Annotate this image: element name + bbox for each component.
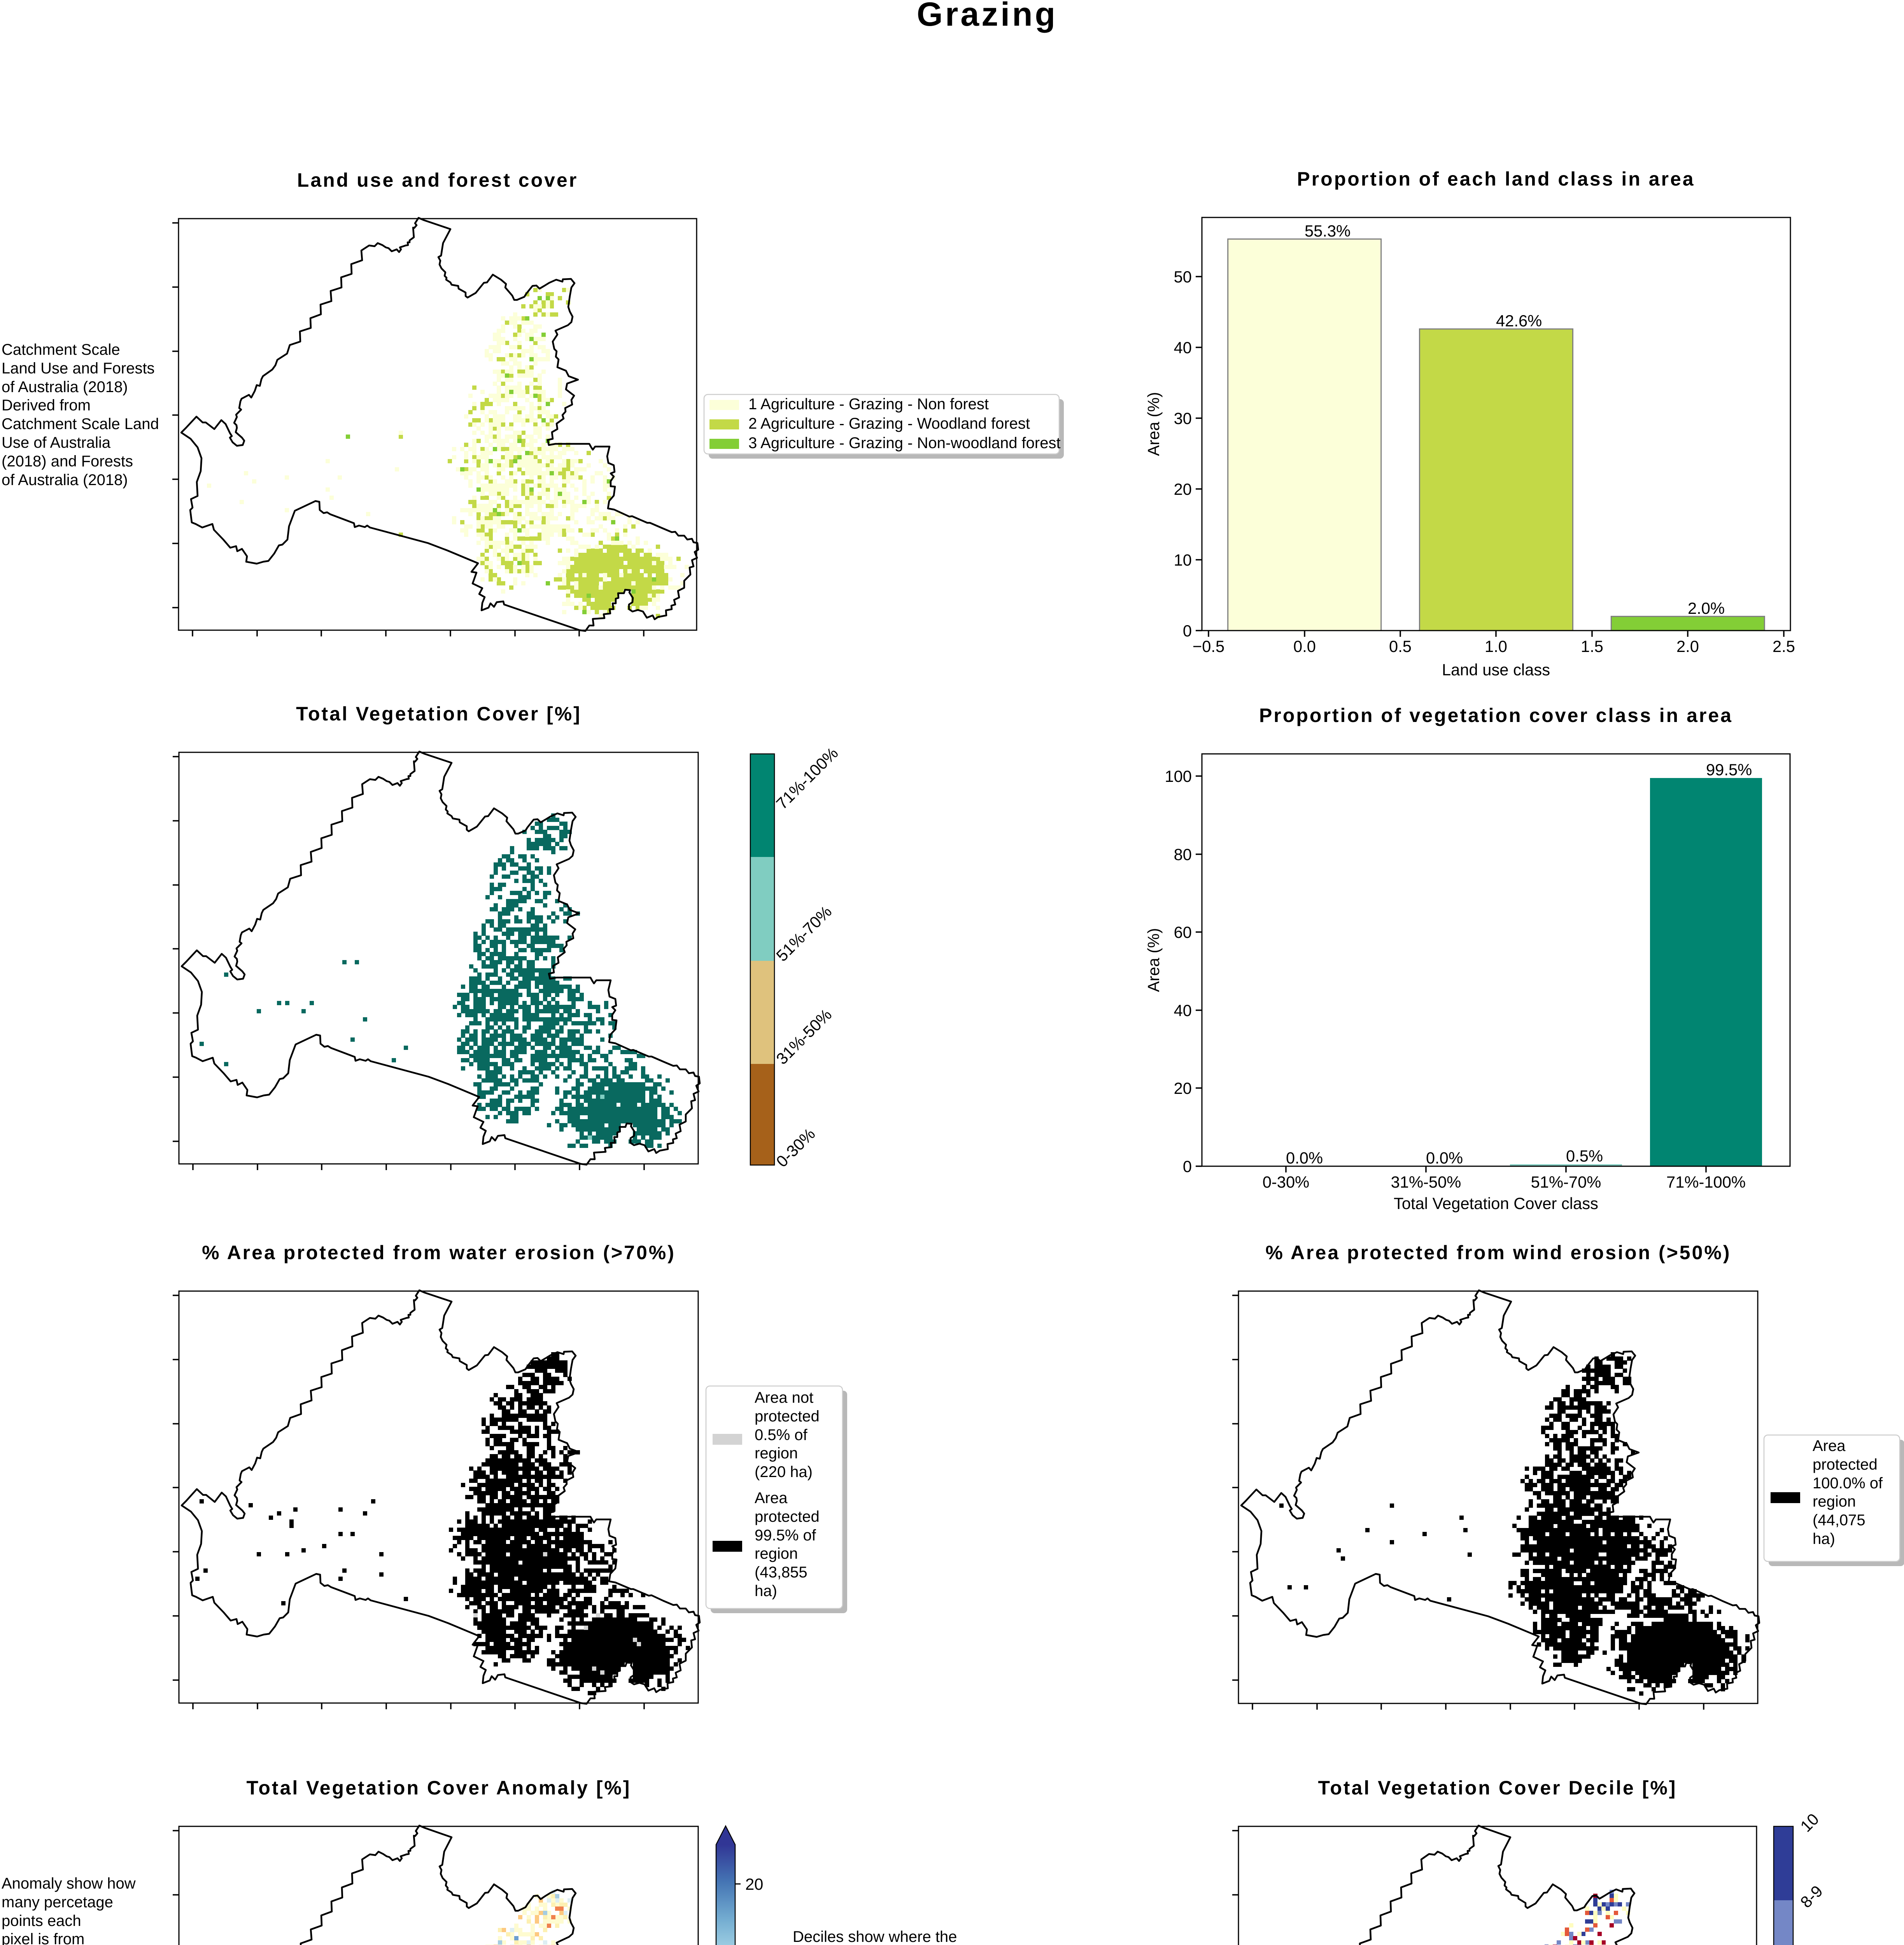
svg-text:0.0: 0.0 (1293, 637, 1316, 655)
svg-text:% Area protected from water er: % Area protected from water erosion (>70… (202, 1242, 676, 1263)
svg-text:100.0% of: 100.0% of (1813, 1475, 1883, 1492)
svg-text:Anomaly show how: Anomaly show how (2, 1875, 136, 1892)
svg-text:points each: points each (2, 1912, 81, 1929)
svg-text:region: region (1813, 1493, 1856, 1510)
svg-text:40: 40 (1174, 1001, 1192, 1020)
svg-text:Total Vegetation Cover class: Total Vegetation Cover class (1394, 1194, 1598, 1213)
svg-text:Total Vegetation Cover [%]: Total Vegetation Cover [%] (296, 703, 582, 725)
svg-text:20: 20 (745, 1875, 763, 1893)
svg-text:31%-50%: 31%-50% (1391, 1173, 1461, 1191)
svg-text:Land use class: Land use class (1442, 661, 1550, 679)
svg-text:protected: protected (755, 1408, 820, 1425)
svg-text:(220 ha): (220 ha) (755, 1463, 813, 1481)
svg-text:1.5: 1.5 (1581, 637, 1603, 655)
svg-text:Total Vegetation Cover Anomaly: Total Vegetation Cover Anomaly [%] (247, 1777, 631, 1799)
svg-text:55.3%: 55.3% (1305, 222, 1350, 240)
svg-text:20: 20 (1174, 480, 1192, 498)
svg-text:ha): ha) (1813, 1530, 1835, 1547)
svg-text:10: 10 (1174, 551, 1192, 569)
svg-text:Area (%): Area (%) (1144, 392, 1163, 456)
svg-text:protected: protected (755, 1508, 820, 1525)
svg-text:Land Use and Forests: Land Use and Forests (2, 360, 155, 377)
svg-text:Catchment Scale Land: Catchment Scale Land (2, 415, 159, 433)
svg-text:3 Agriculture - Grazing - Non-: 3 Agriculture - Grazing - Non-woodland f… (748, 435, 1061, 452)
svg-text:0.5: 0.5 (1389, 637, 1412, 655)
svg-text:0.5%: 0.5% (1566, 1147, 1603, 1165)
svg-text:30: 30 (1174, 409, 1192, 428)
svg-text:Deciles show where the: Deciles show where the (793, 1928, 957, 1945)
svg-text:0.5% of: 0.5% of (755, 1426, 808, 1444)
svg-text:0-30%: 0-30% (1263, 1173, 1310, 1191)
svg-text:50: 50 (1174, 268, 1192, 286)
svg-text:Land use and forest cover: Land use and forest cover (297, 169, 578, 191)
svg-text:40: 40 (1174, 338, 1192, 357)
svg-text:2.5: 2.5 (1773, 637, 1795, 655)
svg-text:−0.5: −0.5 (1193, 637, 1224, 655)
svg-text:pixel is from: pixel is from (2, 1931, 84, 1945)
svg-text:ha): ha) (755, 1582, 777, 1600)
svg-text:Proportion of vegetation cover: Proportion of vegetation cover class in … (1259, 704, 1733, 726)
svg-text:(44,075: (44,075 (1813, 1512, 1865, 1529)
svg-text:protected: protected (1813, 1456, 1878, 1473)
svg-text:99.5%: 99.5% (1706, 760, 1752, 779)
svg-text:Proportion of each land class: Proportion of each land class in area (1297, 168, 1695, 190)
svg-text:99.5% of: 99.5% of (755, 1527, 816, 1544)
svg-text:of Australia (2018): of Australia (2018) (2, 378, 128, 396)
svg-text:(43,855: (43,855 (755, 1564, 807, 1581)
svg-text:51%-70%: 51%-70% (1531, 1173, 1601, 1191)
svg-text:Grazing: Grazing (917, 0, 1058, 33)
svg-text:1 Agriculture - Grazing - Non: 1 Agriculture - Grazing - Non forest (748, 396, 989, 413)
svg-text:42.6%: 42.6% (1496, 312, 1542, 330)
svg-text:region: region (755, 1445, 798, 1462)
svg-text:1.0: 1.0 (1485, 637, 1507, 655)
svg-text:2.0%: 2.0% (1688, 599, 1725, 617)
svg-text:Area (%): Area (%) (1144, 928, 1163, 992)
svg-text:60: 60 (1174, 923, 1192, 941)
svg-text:% Area protected from wind ero: % Area protected from wind erosion (>50%… (1265, 1242, 1731, 1263)
svg-text:0.0%: 0.0% (1426, 1149, 1463, 1167)
svg-text:Area: Area (755, 1489, 788, 1507)
svg-text:71%-100%: 71%-100% (1666, 1173, 1746, 1191)
svg-text:0.0%: 0.0% (1286, 1149, 1323, 1167)
svg-text:Use of Australia: Use of Australia (2, 434, 111, 451)
svg-text:Area: Area (1813, 1437, 1846, 1454)
svg-text:many percetage: many percetage (2, 1894, 113, 1911)
svg-text:100: 100 (1165, 767, 1192, 785)
svg-text:2 Agriculture - Grazing - Wood: 2 Agriculture - Grazing - Woodland fores… (748, 415, 1030, 432)
svg-text:Area not: Area not (755, 1389, 813, 1406)
svg-text:Derived from: Derived from (2, 397, 91, 414)
svg-text:region: region (755, 1545, 798, 1562)
svg-text:(2018) and Forests: (2018) and Forests (2, 453, 133, 470)
svg-text:of Australia (2018): of Australia (2018) (2, 471, 128, 489)
svg-text:0: 0 (1183, 1157, 1192, 1176)
svg-text:80: 80 (1174, 845, 1192, 864)
svg-text:20: 20 (1174, 1079, 1192, 1097)
svg-text:Catchment Scale: Catchment Scale (2, 341, 120, 358)
svg-text:2.0: 2.0 (1676, 637, 1699, 655)
svg-text:Total Vegetation Cover Decile: Total Vegetation Cover Decile [%] (1318, 1777, 1677, 1799)
svg-text:0: 0 (1183, 622, 1192, 640)
